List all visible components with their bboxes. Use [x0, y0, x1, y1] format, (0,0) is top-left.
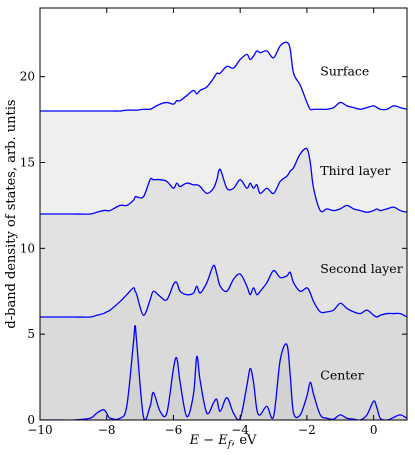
- series-label-third-layer: Third layer: [320, 163, 390, 178]
- x-tick-label: −6: [165, 423, 183, 437]
- axis-ticks: −10 −8 −6 −4 −2 0 0 5 10 15 20: [20, 8, 407, 437]
- series-line-third-layer: [40, 147, 407, 215]
- plot-frame: [39, 7, 408, 421]
- x-axis-title: E − Ef, eV: [189, 433, 257, 450]
- series-line-surface: [40, 41, 407, 112]
- layer-fills: [40, 42, 407, 420]
- fill-center: [40, 325, 407, 420]
- y-tick-label: 10: [20, 241, 35, 255]
- x-tick-label: 0: [370, 423, 378, 437]
- series-label-center: Center: [320, 367, 363, 382]
- dos-curves: [40, 41, 407, 420]
- x-tick-label: −2: [298, 423, 316, 437]
- x-tick-label: −10: [27, 423, 52, 437]
- y-tick-label: 0: [27, 413, 35, 427]
- series-line-center: [40, 324, 407, 420]
- y-tick-label: 20: [20, 70, 35, 84]
- layer-labels: Center Second layer Third layer Surface: [320, 64, 402, 383]
- series-line-second-layer: [40, 264, 407, 318]
- x-tick-label: −8: [98, 423, 116, 437]
- series-label-second-layer: Second layer: [320, 261, 402, 276]
- series-label-surface: Surface: [320, 64, 369, 79]
- x-tick-label: −4: [231, 423, 249, 437]
- y-tick-label: 15: [20, 156, 35, 170]
- y-tick-label: 5: [27, 327, 35, 341]
- y-axis-title: d-band density of states, arb. untis: [4, 99, 19, 328]
